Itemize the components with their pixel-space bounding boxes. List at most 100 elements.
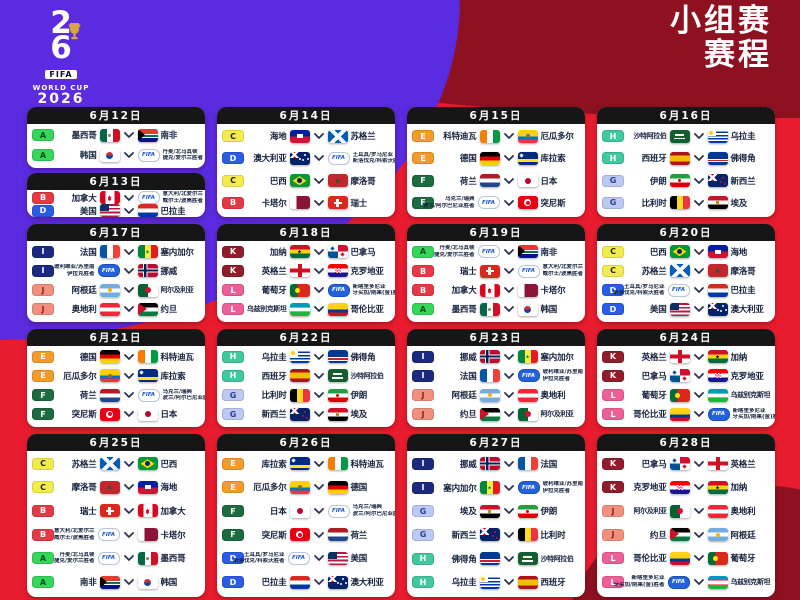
versus-icon <box>123 208 135 214</box>
flag-morocco-icon <box>99 480 120 494</box>
team-name: 库拉索 <box>261 459 287 470</box>
match-row: I 挪威 法国 <box>412 457 580 471</box>
team-name: 法国 <box>459 371 477 382</box>
home-team: 乌拉圭 <box>437 575 500 589</box>
match-row: K 克罗地亚 加纳 <box>602 480 770 494</box>
away-team: 南非 <box>517 245 581 259</box>
versus-icon <box>313 248 325 255</box>
flag-new-zealand-icon <box>289 407 310 421</box>
away-team: 卡塔尔 <box>137 528 201 542</box>
versus-icon <box>123 248 135 255</box>
flag-colombia-icon <box>669 551 690 565</box>
group-i-badge: I <box>412 350 434 363</box>
team-name: 科特迪瓦 <box>443 132 477 143</box>
match-row: B 瑞士 加拿大 <box>32 504 200 518</box>
versus-icon <box>123 267 135 274</box>
team-name: 海地 <box>730 247 748 258</box>
versus-icon <box>693 155 705 162</box>
group-i-badge: I <box>412 457 434 470</box>
away-team: 阿根廷 <box>707 528 771 542</box>
flag-usa-icon <box>99 204 120 217</box>
team-name: 比利时 <box>641 198 667 209</box>
home-team: 英格兰 <box>247 264 310 278</box>
versus-icon <box>313 508 325 514</box>
team-name: 挪威 <box>160 266 178 277</box>
flag-colombia-icon <box>327 302 348 316</box>
flag-brazil-icon <box>137 457 158 471</box>
group-b-badge: B <box>32 504 54 517</box>
versus-icon <box>503 155 515 162</box>
flag-iran-icon <box>327 388 348 402</box>
flag-croatia-icon <box>707 369 728 383</box>
team-name: 苏格兰 <box>71 459 97 470</box>
away-team: FIFA 意大利/北爱尔兰 威尔士/波黑胜者 <box>517 264 583 278</box>
home-team: 玻利维亚/苏里南 伊拉克胜者 FIFA <box>54 264 120 278</box>
fifa-playoff-badge: FIFA <box>667 575 690 589</box>
team-name: 韩国 <box>540 305 558 316</box>
versus-icon <box>693 460 705 467</box>
away-team: 韩国 <box>517 302 581 316</box>
group-d-badge: D <box>222 576 244 589</box>
match-row: C 巴西 海地 <box>602 245 770 259</box>
group-d-badge: D <box>222 152 244 165</box>
flag-france-icon <box>517 457 538 471</box>
versus-icon <box>503 531 515 538</box>
flag-colombia-icon <box>669 407 690 421</box>
match-rows: E库拉索科特迪瓦E厄瓜多尔德国F日本FIFA乌克兰/瑞典波兰/阿尔巴尼亚胜者F突… <box>217 451 395 597</box>
flag-usa-icon <box>327 551 348 565</box>
match-row: E 德国 库拉索 <box>412 151 580 165</box>
match-row: E 德国 科特迪瓦 <box>32 350 200 364</box>
match-row: I 法国 塞内加尔 <box>32 245 200 259</box>
flag-cape-verde-icon <box>479 552 500 565</box>
trophy-icon <box>68 22 81 46</box>
versus-icon <box>313 484 325 491</box>
away-team: 突尼斯 <box>517 196 581 210</box>
versus-icon <box>693 531 705 538</box>
home-team: 巴西 <box>627 245 690 259</box>
home-team: 法国 <box>57 245 120 259</box>
fifa-playoff-badge: FIFA <box>477 196 500 210</box>
versus-icon <box>123 194 135 201</box>
grid-cell: 6月21日 E 德国 科特迪瓦 E 厄瓜多尔 库拉索 F 荷兰 FIFA 乌克兰/瑞典 波兰/阿尔巴尼… <box>27 329 205 427</box>
home-team: 科特迪瓦 <box>437 129 500 143</box>
versus-icon <box>503 268 515 274</box>
playoff-teams-label: 意大利/北爱尔兰 威尔士/波黑胜者 <box>53 528 95 541</box>
versus-icon <box>123 411 135 418</box>
team-name: 伊朗 <box>540 507 558 518</box>
versus-icon <box>313 372 325 379</box>
home-team: 巴拿马 <box>627 457 690 471</box>
home-team: 乌克兰/瑞典 波兰/阿尔巴尼亚胜者 FIFA <box>423 196 500 210</box>
fifa-playoff-badge: FIFA <box>517 264 540 278</box>
group-l-badge: L <box>602 576 624 589</box>
match-row: B 瑞士 FIFA 意大利/北爱尔兰 威尔士/波黑胜者 <box>412 264 583 278</box>
match-row: A 墨西哥 韩国 <box>412 302 581 316</box>
team-name: 库拉索 <box>540 154 566 165</box>
group-h-badge: H <box>412 576 434 589</box>
away-team: 南非 <box>137 128 201 142</box>
team-name: 海地 <box>269 132 287 143</box>
matchday-card: 6月16日 H 沙特阿拉伯 乌拉圭 H 西班牙 佛得角 G 伊朗 新西兰 G 比利时 埃及 <box>597 107 775 217</box>
home-team: 澳大利亚 <box>247 151 310 165</box>
team-name: 德国 <box>79 352 97 363</box>
match-row: L 哥伦比亚 葡萄牙 <box>602 551 770 565</box>
flag-qatar-icon <box>517 283 538 297</box>
away-team: 乌兹别克斯坦 <box>707 388 771 402</box>
team-name: 苏格兰 <box>350 132 376 143</box>
flag-mexico-icon <box>99 128 120 142</box>
flag-paraguay-icon <box>707 283 728 297</box>
team-name: 塞内加尔 <box>160 247 194 258</box>
away-team: 海地 <box>137 480 201 494</box>
match-row: H 沙特阿拉伯 乌拉圭 <box>602 129 770 143</box>
matchday-card: 6月26日 E 库拉索 科特迪瓦 E 厄瓜多尔 德国 F 日本 FIFA 乌克兰/瑞典 波兰/阿尔巴尼… <box>217 434 395 597</box>
matchday-date: 6月13日 <box>27 173 205 191</box>
logo-digit-2: 2 <box>50 5 72 41</box>
matchday-card: 6月23日 I 挪威 塞内加尔 I 法国 FIFA 玻利维亚/苏里南 伊拉克胜者 J 阿根廷 奥地利 J… <box>407 329 585 427</box>
matchday-date: 6月20日 <box>597 224 775 241</box>
team-name: 厄瓜多尔 <box>540 132 574 143</box>
team-name: 沙特阿拉伯 <box>540 554 574 563</box>
flag-haiti-icon <box>137 480 158 494</box>
team-name: 卡塔尔 <box>261 198 287 209</box>
versus-icon <box>503 579 515 586</box>
